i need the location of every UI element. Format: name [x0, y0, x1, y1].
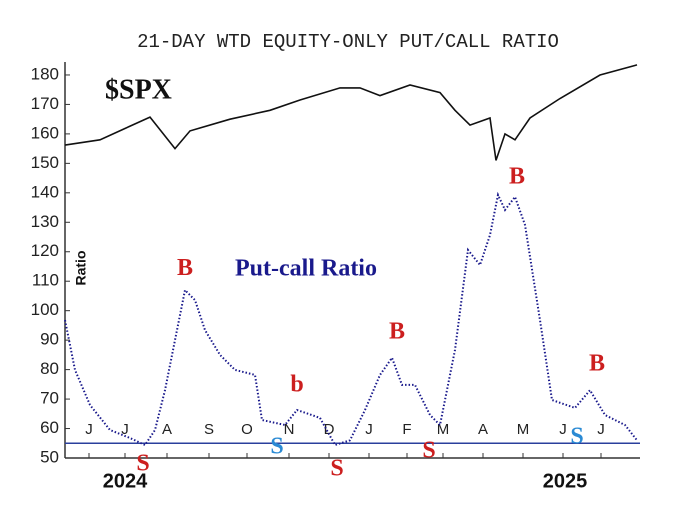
signal-annotation: B	[589, 350, 605, 376]
year-label: 2025	[543, 470, 588, 492]
x-tick-label: O	[241, 421, 253, 438]
y-tick-label: 140	[31, 182, 59, 201]
signal-annotation: S	[270, 433, 283, 459]
x-tick-label: J	[597, 421, 605, 438]
x-tick-label: J	[121, 421, 129, 438]
signal-annotation: b	[290, 372, 303, 398]
ratio-label: Put-call Ratio	[235, 256, 377, 282]
x-tick-label: A	[162, 421, 172, 438]
signal-annotation: B	[509, 164, 525, 190]
signal-annotation: B	[389, 319, 405, 345]
series-line	[64, 64, 638, 161]
y-tick-label: 160	[31, 123, 59, 142]
y-tick-label: 130	[31, 212, 59, 231]
y-tick-label: 170	[31, 94, 59, 113]
y-tick-label: 60	[40, 418, 59, 437]
x-tick-label: M	[437, 421, 450, 438]
x-tick-label: M	[517, 421, 530, 438]
x-tick-label: J	[365, 421, 373, 438]
y-axis-label: Ratio	[73, 251, 89, 286]
x-tick-label: J	[85, 421, 93, 438]
y-tick-label: 90	[40, 330, 59, 349]
signal-annotation: S	[330, 455, 343, 481]
x-tick-label: N	[284, 421, 295, 438]
x-tick-label: F	[402, 421, 411, 438]
y-tick-label: 80	[40, 359, 59, 378]
y-tick-label: 180	[31, 64, 59, 83]
chart-title: 21-DAY WTD EQUITY-ONLY PUT/CALL RATIO	[137, 31, 559, 53]
signal-annotation: S	[422, 438, 435, 464]
y-tick-label: 120	[31, 241, 59, 260]
y-tick-label: 70	[40, 389, 59, 408]
series-line	[64, 191, 638, 447]
y-tick-label: 110	[32, 271, 59, 290]
signal-annotation: S	[136, 451, 149, 477]
x-tick-label: A	[478, 421, 488, 438]
x-tick-label: J	[559, 421, 567, 438]
spx-label: $SPX	[105, 74, 172, 105]
y-tick-label: 50	[40, 447, 59, 466]
year-label: 2024	[103, 470, 148, 492]
x-tick-label: S	[204, 421, 214, 438]
signal-annotation: S	[570, 423, 583, 449]
x-tick-label: D	[324, 421, 335, 438]
signal-annotation: B	[177, 255, 193, 281]
y-tick-label: 150	[31, 153, 59, 172]
y-tick-label: 100	[31, 300, 59, 319]
